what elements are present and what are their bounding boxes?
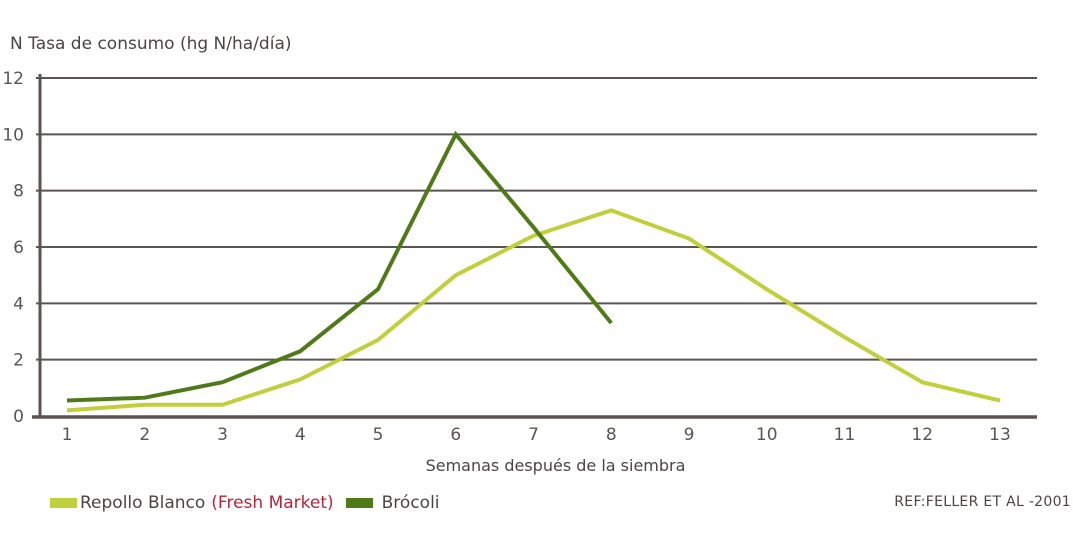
x-axis-title: Semanas después de la siembra [425, 456, 686, 475]
y-tick-label: 0 [13, 407, 24, 427]
y-tick-label: 6 [13, 238, 24, 258]
x-tick-label: 13 [989, 425, 1011, 445]
legend-item-repollo: Repollo Blanco (Fresh Market) [50, 493, 334, 513]
legend-swatch-repollo [50, 498, 77, 508]
x-tick-label: 8 [606, 425, 617, 445]
legend-label-repollo: Repollo Blanco [80, 493, 206, 513]
x-tick-label: 3 [217, 425, 228, 445]
x-tick-label: 9 [684, 425, 695, 445]
legend-item-brocoli: Brócoli [345, 493, 440, 513]
legend-label-brocoli: Brócoli [381, 493, 440, 513]
x-tick-label: 10 [756, 425, 778, 445]
x-tick-label: 11 [834, 425, 856, 445]
series-line-brocoli [66, 130, 613, 403]
x-tick-label: 6 [450, 425, 461, 445]
legend: Repollo Blanco (Fresh Market) Brócoli [50, 493, 452, 513]
y-tick-label: 10 [2, 125, 24, 145]
legend-swatch-brocoli [345, 498, 373, 508]
series-line-repollo [66, 208, 1001, 413]
x-tick-label: 2 [139, 425, 150, 445]
x-tick-label: 7 [528, 425, 539, 445]
y-tick-label: 8 [13, 182, 24, 202]
legend-label-repollo-highlight: (Fresh Market) [211, 493, 334, 513]
x-tick-label: 4 [295, 425, 306, 445]
y-tick-label: 4 [13, 294, 24, 314]
x-tick-label: 12 [911, 425, 933, 445]
x-tick-label: 5 [373, 425, 384, 445]
y-tick-label: 12 [2, 69, 24, 89]
y-axis-title: N Tasa de consumo (hg N/ha/día) [10, 34, 292, 54]
x-tick-label: 1 [62, 425, 73, 445]
reference-note: REF:FELLER ET AL -2001 [894, 494, 1071, 510]
y-tick-label: 2 [13, 351, 24, 371]
